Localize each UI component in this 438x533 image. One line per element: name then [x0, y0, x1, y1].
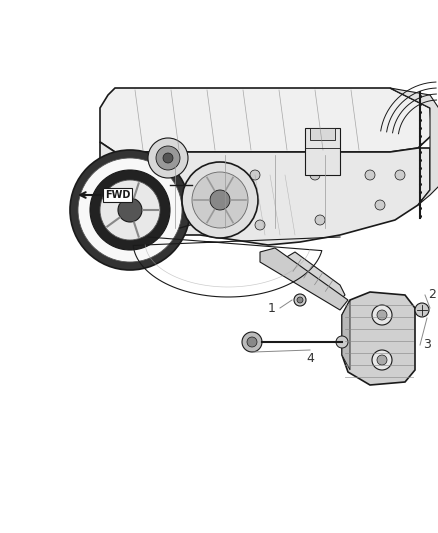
Circle shape [192, 172, 248, 228]
Circle shape [148, 138, 188, 178]
Text: FWD: FWD [105, 190, 131, 200]
Circle shape [250, 170, 260, 180]
Text: 3: 3 [423, 338, 431, 351]
Circle shape [210, 190, 230, 210]
Circle shape [156, 146, 180, 170]
Circle shape [163, 153, 173, 163]
Polygon shape [390, 88, 438, 205]
Circle shape [145, 210, 155, 220]
Polygon shape [100, 142, 430, 245]
Text: 2: 2 [428, 288, 436, 302]
Circle shape [375, 200, 385, 210]
Polygon shape [310, 128, 335, 140]
Polygon shape [342, 292, 415, 385]
Text: 1: 1 [268, 302, 276, 314]
Circle shape [297, 297, 303, 303]
Polygon shape [100, 88, 432, 152]
Circle shape [118, 198, 142, 222]
Circle shape [310, 170, 320, 180]
Circle shape [145, 170, 155, 180]
Circle shape [415, 303, 429, 317]
Circle shape [377, 310, 387, 320]
Circle shape [336, 336, 348, 348]
Circle shape [294, 294, 306, 306]
Circle shape [372, 305, 392, 325]
Polygon shape [280, 252, 345, 302]
Circle shape [255, 220, 265, 230]
Circle shape [365, 170, 375, 180]
Circle shape [395, 170, 405, 180]
Circle shape [182, 162, 258, 238]
Circle shape [90, 170, 170, 250]
Circle shape [70, 150, 190, 270]
Circle shape [195, 170, 205, 180]
FancyArrowPatch shape [80, 192, 100, 198]
Circle shape [242, 332, 262, 352]
Circle shape [372, 350, 392, 370]
Circle shape [195, 210, 205, 220]
Polygon shape [342, 300, 350, 370]
Polygon shape [260, 248, 348, 310]
Circle shape [78, 158, 182, 262]
Circle shape [247, 337, 257, 347]
Circle shape [377, 355, 387, 365]
Polygon shape [305, 128, 340, 175]
Circle shape [315, 215, 325, 225]
Circle shape [100, 180, 160, 240]
Text: 4: 4 [306, 351, 314, 365]
